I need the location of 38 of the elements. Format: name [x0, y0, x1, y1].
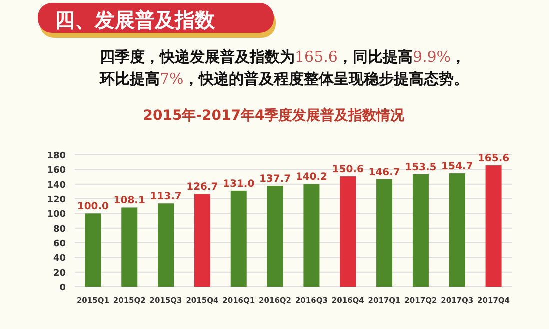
y-tick-label: 140	[47, 180, 66, 191]
bar	[85, 214, 102, 287]
data-label: 137.7	[259, 174, 292, 186]
text: 四季度，快递发展普及指数为165.6，同比提高9.9%，	[100, 48, 466, 66]
bar	[340, 176, 356, 287]
chart-title: 四、发展普及指数	[55, 8, 216, 32]
data-label: 140.2	[296, 172, 328, 184]
data-label: 150.6	[332, 164, 364, 176]
bar	[122, 208, 138, 287]
bar	[486, 166, 502, 287]
y-tick-label: 40	[53, 254, 66, 264]
data-label: 146.7	[368, 167, 400, 178]
bar	[267, 186, 284, 287]
y-tick-label: 100	[47, 210, 66, 220]
chart-subtitle: 2015年-2017年4季度发展普及指数情况	[143, 107, 406, 124]
bar	[158, 204, 174, 287]
y-tick-label: 60	[53, 240, 66, 250]
bar	[449, 174, 466, 287]
bar	[230, 190, 247, 287]
bar	[194, 194, 210, 287]
y-tick-label: 120	[47, 196, 66, 206]
y-tick-label: 80	[53, 224, 66, 235]
y-tick-label: 160	[47, 166, 66, 176]
text: 环比提高7%，快递的普及程度整体呈现稳步提高态势。	[99, 70, 469, 88]
bar	[412, 174, 429, 287]
data-label: 100.0	[77, 202, 110, 213]
data-label: 108.1	[114, 196, 146, 207]
y-tick-label: 0	[60, 284, 66, 294]
data-label: 113.7	[150, 192, 182, 203]
bar	[376, 179, 393, 287]
y-tick-label: 20	[53, 268, 66, 279]
data-label: 154.7	[442, 162, 474, 173]
bar	[304, 184, 320, 287]
data-label: 153.5	[405, 162, 437, 174]
data-label: 131.0	[223, 178, 255, 190]
data-label: 165.6	[478, 154, 510, 165]
data-label: 126.7	[186, 182, 218, 194]
y-tick-label: 180	[47, 152, 66, 162]
